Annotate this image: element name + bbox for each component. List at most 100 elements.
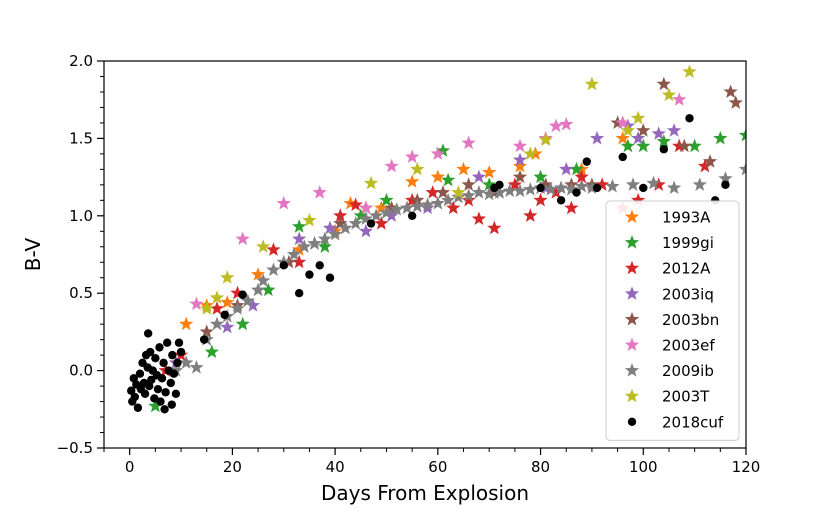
data-point-2012A: [230, 285, 245, 300]
data-point-2003bn: [435, 185, 451, 199]
data-point-2009ib: [327, 226, 343, 241]
series-1999gi: [148, 127, 746, 413]
legend-marker: [627, 417, 637, 426]
data-point-2018cuf: [155, 343, 164, 352]
data-point-2018cuf: [159, 358, 168, 368]
data-point-2009ib: [317, 231, 332, 246]
data-point-2009ib: [605, 178, 620, 193]
data-point-2012A: [487, 220, 502, 235]
data-point-1999gi: [317, 239, 332, 253]
data-point-1993A: [528, 146, 543, 160]
data-point-1999gi: [148, 398, 163, 413]
data-point-2009ib: [523, 181, 538, 196]
data-point-2003bn: [677, 138, 692, 153]
legend-item: 2012A: [624, 260, 711, 278]
data-point-2003iq: [512, 152, 528, 167]
data-point-1999gi: [482, 177, 497, 191]
data-point-1999gi: [235, 316, 250, 331]
data-point-2018cuf: [130, 392, 140, 402]
data-point-2009ib: [553, 180, 569, 194]
data-point-1999gi: [379, 192, 394, 207]
data-point-2003T: [256, 239, 271, 253]
data-point-2009ib: [564, 181, 579, 196]
x-tick-label: 40: [326, 458, 345, 476]
data-point-2003T: [410, 161, 425, 176]
data-point-2009ib: [574, 178, 589, 193]
data-point-2009ib: [189, 360, 204, 374]
data-point-2012A: [209, 301, 225, 315]
data-point-2018cuf: [279, 261, 288, 270]
data-point-2003T: [209, 290, 225, 304]
data-point-2012A: [595, 177, 610, 191]
legend-item: 2003bn: [624, 311, 719, 329]
legend-marker: [624, 388, 640, 403]
y-tick-label: 1.5: [69, 129, 93, 147]
data-point-2003bn: [538, 177, 553, 191]
data-point-2003ef: [276, 195, 291, 210]
data-point-2003iq: [384, 208, 399, 222]
data-point-2003T: [682, 64, 697, 78]
x-tick-label: 0: [125, 458, 135, 476]
data-point-2009ib: [625, 177, 641, 191]
data-point-2003ef: [672, 92, 687, 106]
legend-marker: [624, 209, 640, 224]
data-point-2018cuf: [325, 273, 335, 282]
legend-label: 2003iq: [662, 285, 714, 303]
data-point-2018cuf: [162, 338, 172, 347]
data-point-2009ib: [461, 188, 476, 202]
legend-label: 2009ib: [662, 362, 714, 380]
data-point-2018cuf: [161, 388, 170, 397]
data-point-2009ib: [240, 293, 255, 308]
data-point-2009ib: [399, 200, 415, 215]
data-point-2003iq: [666, 123, 682, 137]
data-point-2018cuf: [176, 347, 186, 357]
data-point-2009ib: [168, 363, 184, 377]
data-point-2009ib: [512, 183, 528, 198]
legend-box: [605, 200, 740, 441]
data-point-2009ib: [666, 180, 682, 194]
data-point-2003bn: [512, 169, 528, 184]
data-point-2003T: [363, 175, 379, 190]
x-tick-label: 120: [732, 458, 761, 476]
data-point-2003bn: [656, 76, 671, 91]
data-point-2009ib: [646, 175, 661, 190]
data-point-2012A: [446, 200, 461, 215]
data-point-2012A: [631, 192, 646, 207]
data-point-2003ef: [512, 138, 528, 153]
data-point-2009ib: [266, 262, 281, 277]
data-point-2003T: [523, 146, 538, 160]
data-point-2018cuf: [536, 183, 545, 193]
data-point-2003iq: [292, 231, 307, 246]
data-point-1993A: [512, 158, 528, 173]
data-point-1999gi: [636, 138, 651, 153]
data-point-2018cuf: [685, 114, 694, 123]
data-point-2018cuf: [156, 397, 165, 406]
data-point-2003T: [220, 270, 235, 284]
data-point-2003ef: [189, 296, 204, 311]
data-point-2018cuf: [199, 335, 209, 344]
data-point-2018cuf: [143, 329, 153, 338]
data-point-2009ib: [482, 186, 497, 201]
data-point-2012A: [672, 138, 687, 153]
data-point-2018cuf: [238, 290, 247, 299]
data-point-2009ib: [286, 247, 302, 261]
legend-marker: [624, 363, 640, 377]
data-point-2018cuf: [366, 219, 376, 228]
data-point-2018cuf: [160, 405, 169, 414]
data-point-2003T: [584, 76, 600, 91]
data-point-1999gi: [738, 127, 746, 142]
plot-frame: [103, 60, 747, 449]
legend-label: 2003bn: [662, 311, 719, 329]
y-tick-label: 1.0: [69, 207, 93, 225]
legend-marker: [624, 311, 640, 326]
data-point-1999gi: [435, 143, 451, 157]
data-point-2018cuf: [147, 375, 156, 385]
data-point-1999gi: [620, 138, 635, 153]
legend-label: 1999gi: [662, 234, 714, 252]
data-point-2003T: [631, 110, 646, 125]
data-point-2003T: [661, 87, 677, 102]
data-point-2012A: [461, 192, 476, 207]
data-point-2018cuf: [157, 374, 167, 383]
data-point-2003bn: [728, 95, 743, 109]
data-point-2003T: [451, 185, 466, 199]
